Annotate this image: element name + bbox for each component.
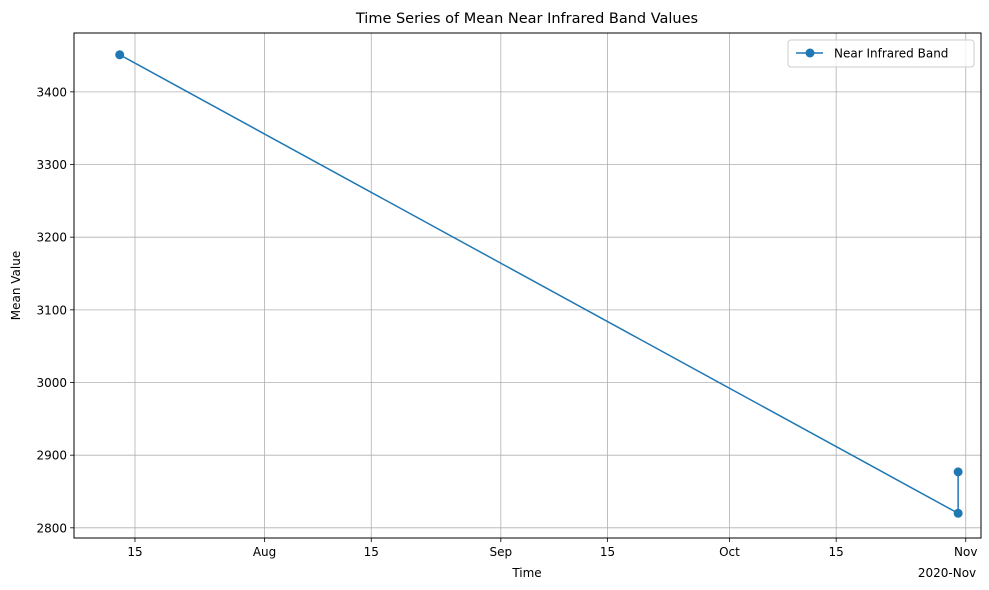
x-offset-label: 2020-Nov bbox=[918, 566, 976, 580]
x-tick-label: Nov bbox=[954, 545, 977, 559]
x-axis: 15 Aug 15 Sep 15 Oct 15 Nov bbox=[127, 538, 977, 559]
y-axis-label: Mean Value bbox=[9, 251, 23, 320]
y-tick-label: 3000 bbox=[36, 376, 67, 390]
data-point bbox=[953, 467, 963, 477]
y-tick-label: 3400 bbox=[36, 85, 67, 99]
plot-area bbox=[115, 50, 963, 518]
x-tick-label: Aug bbox=[253, 545, 276, 559]
legend-box bbox=[787, 39, 975, 68]
y-tick-label: 3100 bbox=[36, 303, 67, 317]
data-point bbox=[115, 50, 125, 60]
x-tick-label: 15 bbox=[364, 545, 379, 559]
grid bbox=[74, 33, 981, 538]
y-axis: 2800 2900 3000 3100 3200 3300 3400 bbox=[36, 85, 74, 535]
data-point bbox=[953, 508, 963, 518]
x-tick-label: 15 bbox=[600, 545, 615, 559]
x-tick-label: 15 bbox=[127, 545, 142, 559]
legend-marker-swatch bbox=[805, 48, 815, 58]
x-tick-label: Sep bbox=[490, 545, 513, 559]
legend: Near Infrared Band bbox=[787, 39, 975, 68]
chart-title: Time Series of Mean Near Infrared Band V… bbox=[355, 11, 698, 27]
x-axis-label: Time bbox=[511, 566, 541, 580]
y-tick-label: 2900 bbox=[36, 449, 67, 463]
y-tick-label: 3200 bbox=[36, 231, 67, 245]
y-tick-label: 3300 bbox=[36, 158, 67, 172]
axes-frame bbox=[73, 32, 982, 539]
y-tick-label: 2800 bbox=[36, 521, 67, 535]
legend-series-label: Near Infrared Band bbox=[834, 47, 948, 61]
x-tick-label: 15 bbox=[829, 545, 844, 559]
x-tick-label: Oct bbox=[719, 545, 740, 559]
